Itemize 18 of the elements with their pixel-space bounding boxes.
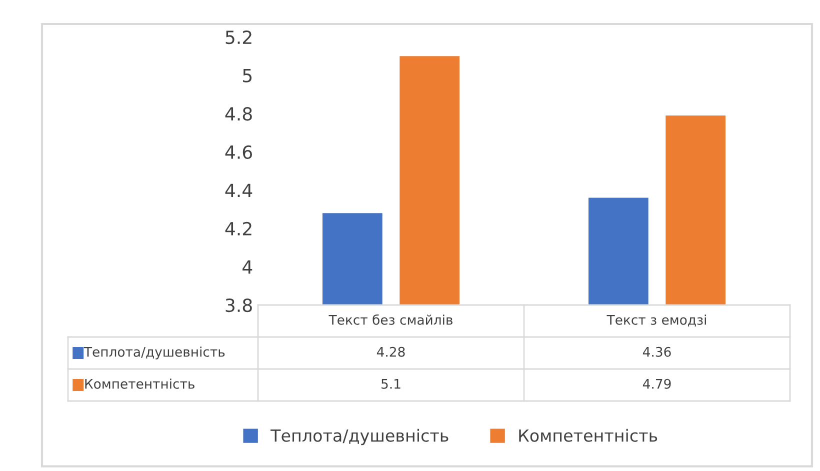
data-label: 4.79 <box>642 378 671 389</box>
y-tick-label: 4 <box>242 260 252 274</box>
data-label: 4.36 <box>642 346 671 357</box>
y-tick-label: 3.8 <box>226 298 252 312</box>
data-label: 4.28 <box>376 346 405 357</box>
x-tick-label: Текст без смайлів <box>328 314 452 325</box>
text: Теплота/душевність <box>84 346 225 360</box>
text: Компетентність <box>85 378 194 389</box>
y-tick-label: 5 <box>243 68 252 82</box>
y-tick-label: 4.4 <box>225 184 252 198</box>
x-tick-label: Текст з емодзі <box>606 314 706 326</box>
y-tick-label: 4.2 <box>225 222 252 236</box>
legend-label: Компетентність <box>519 428 658 442</box>
legend-label: Теплота/душевність <box>270 428 448 446</box>
data-label: 5.1 <box>382 379 400 389</box>
y-tick-label: 4.6 <box>225 145 252 159</box>
y-tick-label: 5.2 <box>226 30 252 44</box>
y-tick-label: 4.8 <box>225 107 252 121</box>
